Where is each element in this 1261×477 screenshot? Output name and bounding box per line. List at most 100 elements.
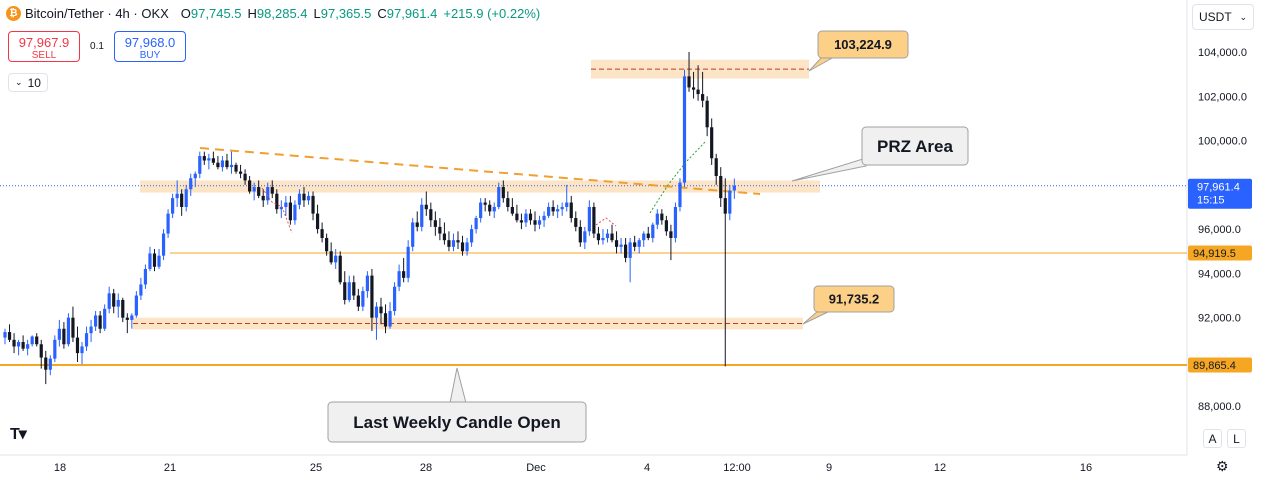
callout-box	[861, 126, 969, 166]
bitcoin-icon: ₿	[6, 6, 21, 21]
indicators-toggle[interactable]: ⌄ 10	[8, 73, 48, 92]
candle-body	[370, 275, 374, 318]
y-tick-label: 92,000.0	[1198, 313, 1241, 325]
candle-body	[537, 220, 542, 225]
candle-body	[297, 193, 302, 205]
trendline	[199, 147, 761, 195]
zone-box	[133, 317, 803, 330]
candle-body	[207, 158, 211, 161]
candle-body	[220, 160, 225, 168]
x-tick-label: 16	[1080, 462, 1092, 474]
callout-label: 91,735.2	[829, 292, 880, 307]
level-price-tag: 89,865.4	[1193, 360, 1236, 372]
candle-body	[134, 295, 138, 316]
y-tick-label: 104,000.0	[1198, 47, 1247, 59]
candle-body	[320, 229, 324, 238]
candle-body	[451, 240, 456, 247]
candle-body	[392, 286, 397, 312]
currency-select[interactable]: USDT ⌄	[1192, 4, 1254, 30]
candle-body	[669, 231, 673, 238]
candle-body	[266, 187, 270, 201]
y-tick-label: 88,000.0	[1198, 401, 1241, 413]
candle-body	[284, 202, 288, 207]
ohlc-change: +215.9 (+0.22%)	[443, 6, 541, 21]
x-tick-label: 12	[934, 462, 946, 474]
spread-value: 0.1	[90, 41, 104, 52]
tradingview-logo: T▾	[10, 426, 27, 443]
candle-body	[44, 357, 48, 370]
candle-body	[57, 328, 61, 340]
candle-body	[30, 336, 34, 345]
candle-body	[157, 255, 161, 267]
candle-body	[243, 173, 247, 181]
log-scale-button[interactable]: L	[1227, 429, 1246, 448]
candle-body	[619, 244, 623, 247]
candle-body	[492, 206, 496, 212]
candle-body	[578, 226, 582, 243]
symbol-title[interactable]: Bitcoin/Tether · 4h · OKX	[25, 6, 169, 21]
candle-body	[728, 190, 732, 214]
candle-body	[75, 337, 80, 354]
candle-body	[547, 206, 551, 216]
buy-button[interactable]: 97,968.0 BUY	[114, 31, 186, 62]
candle-body	[315, 213, 320, 230]
candle-body	[628, 242, 632, 258]
pattern-path	[261, 187, 293, 234]
candle-body	[383, 313, 388, 327]
x-tick-label: 4	[644, 462, 650, 474]
candle-body	[415, 222, 419, 227]
auto-scale-button[interactable]: A	[1203, 429, 1222, 448]
candle-body	[184, 189, 188, 207]
candle-body	[175, 193, 179, 199]
callout-pointer	[808, 56, 836, 72]
candle-body	[583, 231, 587, 243]
candle-body	[374, 306, 379, 318]
ohlc-low: 97,365.5	[320, 6, 372, 21]
candle-body	[107, 293, 111, 309]
ohlc-open: 97,745.5	[190, 6, 242, 21]
sell-button[interactable]: 97,967.9 SELL	[8, 31, 80, 62]
candle-body	[361, 291, 365, 307]
level-price-tag-bg	[1188, 245, 1252, 261]
candle-body	[420, 204, 424, 227]
candle-body	[166, 213, 170, 234]
candle-body	[646, 233, 650, 238]
candle-body	[94, 315, 98, 327]
gear-icon[interactable]: ⚙	[1216, 458, 1229, 474]
callout-pointer	[791, 157, 867, 182]
candle-body	[673, 206, 678, 238]
candle-body	[687, 76, 691, 88]
x-tick-label: 25	[310, 462, 322, 474]
candle-body	[84, 333, 89, 347]
candle-body	[624, 244, 628, 258]
callout-label: Last Weekly Candle Open	[353, 413, 561, 432]
candle-body	[569, 202, 573, 219]
candle-body	[397, 271, 401, 287]
candle-body	[519, 220, 524, 223]
candle-body	[275, 193, 279, 210]
candle-body	[311, 195, 315, 214]
candle-body	[592, 206, 596, 234]
pattern-path	[649, 141, 706, 214]
candle-body	[352, 282, 356, 296]
candle-body	[406, 246, 410, 278]
candle-body	[143, 268, 148, 285]
candle-body	[388, 311, 392, 327]
candle-body	[216, 162, 220, 168]
candle-body	[723, 198, 727, 214]
candle-body	[198, 156, 202, 174]
candle-body	[551, 206, 555, 212]
candle-body	[270, 187, 274, 194]
candle-body	[460, 242, 465, 252]
candle-body	[66, 317, 71, 345]
x-tick-label: 28	[420, 462, 432, 474]
candle-body	[565, 202, 569, 207]
candle-body	[379, 306, 383, 314]
candle-body	[48, 358, 52, 370]
candle-body	[506, 198, 510, 207]
candle-body	[610, 233, 614, 241]
candle-body	[483, 202, 487, 205]
candle-body	[21, 342, 25, 349]
